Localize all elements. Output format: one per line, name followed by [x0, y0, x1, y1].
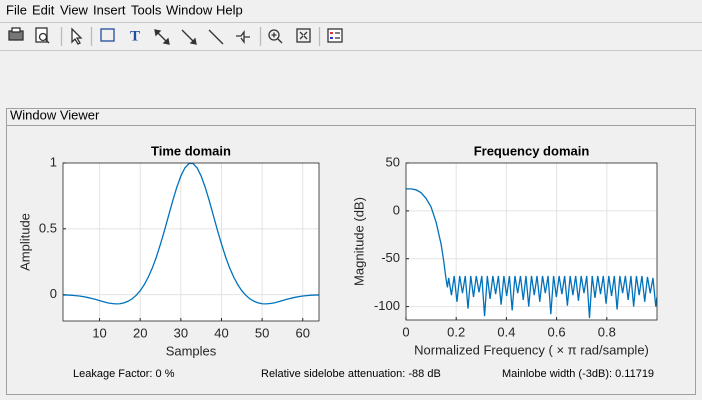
panel-border: [6, 108, 696, 395]
plot-area: [63, 163, 319, 321]
y-tick-label: 0: [393, 202, 400, 217]
menu-item[interactable]: Edit: [32, 2, 55, 17]
zoom-fit-button[interactable]: [296, 28, 311, 43]
insert-text-button[interactable]: T: [130, 28, 140, 44]
insert-double-arrow-button[interactable]: [154, 29, 170, 45]
x-tick-label: 50: [255, 325, 269, 340]
y-tick-label: -50: [381, 250, 400, 265]
plot-area: [406, 163, 657, 320]
menu-item[interactable]: File: [6, 2, 27, 17]
x-axis-label: Samples: [166, 343, 217, 358]
x-tick-label: 30: [174, 325, 188, 340]
menu-bar: File Edit View Insert Tools Window Help: [6, 2, 243, 17]
menu-item[interactable]: Help: [216, 2, 243, 17]
y-axis-label: Amplitude: [17, 213, 32, 271]
y-tick-label: -100: [374, 298, 400, 313]
zoom-in-button[interactable]: [268, 29, 283, 44]
insert-rectangle-button[interactable]: [100, 28, 115, 42]
y-axis-label: Magnitude (dB): [351, 197, 366, 286]
x-tick-label: 40: [214, 325, 228, 340]
menu-item[interactable]: View: [60, 2, 89, 17]
menu-item[interactable]: Tools: [131, 2, 162, 17]
y-tick-label: 0.5: [39, 220, 57, 235]
sidelobe-attenuation: Relative sidelobe attenuation: -88 dB: [261, 368, 441, 380]
charts: 10 20 30 40 50 60 0 0.5 1 Time domain Samples Ampli…: [17, 143, 658, 358]
mainlobe-width: Mainlobe width (-3dB): 0.11719: [502, 368, 654, 380]
line: [406, 188, 657, 319]
chart-title: Frequency domain: [474, 143, 590, 158]
panel-title: Window Viewer: [10, 107, 100, 122]
leakage-factor: Leakage Factor: 0 %: [73, 368, 175, 380]
legend-button[interactable]: [327, 28, 343, 43]
axes-box: [62, 162, 320, 322]
x-tick-label: 0.4: [497, 324, 515, 339]
edit-plot-button[interactable]: [71, 27, 83, 45]
toolbar: T: [8, 27, 343, 46]
menu-item[interactable]: Window: [166, 2, 213, 17]
insert-line-button[interactable]: [208, 29, 224, 45]
x-tick-label: 20: [133, 325, 147, 340]
print-preview-button[interactable]: [35, 27, 50, 44]
line: [63, 163, 319, 305]
x-tick-label: 0: [402, 324, 409, 339]
y-tick-label: 50: [386, 154, 400, 169]
x-tick-label: 0.6: [548, 324, 566, 339]
chart-title: Time domain: [151, 143, 231, 158]
print-button[interactable]: [8, 27, 24, 41]
x-tick-label: 0.2: [447, 324, 465, 339]
pin-button[interactable]: [236, 30, 250, 44]
x-axis-label: Normalized Frequency ( × π rad/sample): [414, 342, 649, 357]
axes-box: [405, 162, 658, 321]
insert-arrow-button[interactable]: [181, 29, 197, 45]
x-tick-label: 60: [296, 325, 310, 340]
y-tick-label: 0: [50, 286, 57, 301]
y-tick-label: 1: [50, 154, 57, 169]
x-tick-label: 10: [92, 325, 106, 340]
menu-item[interactable]: Insert: [93, 2, 126, 17]
x-tick-label: 0.8: [598, 324, 616, 339]
